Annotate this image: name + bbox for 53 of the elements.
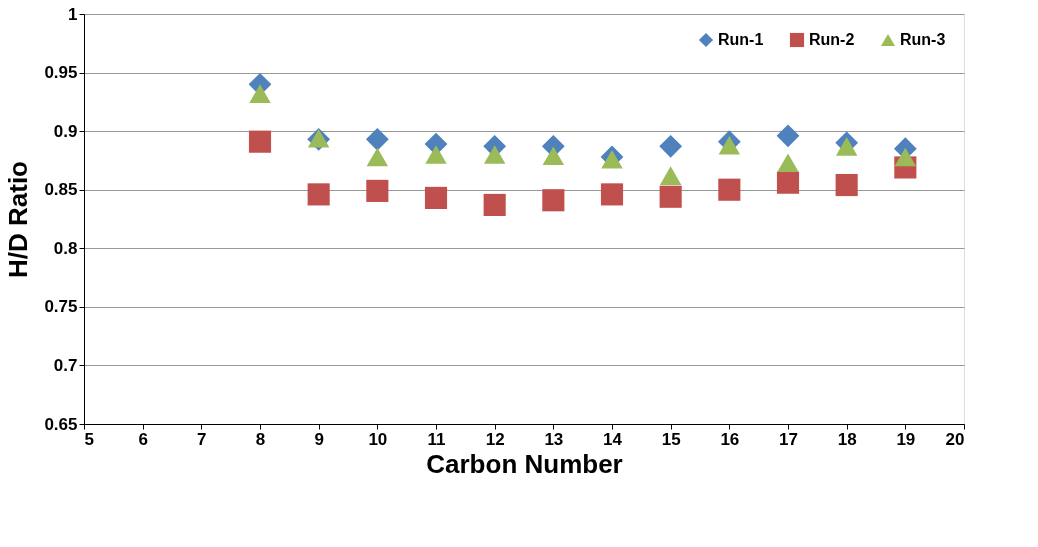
y-tick-label: 0.95: [44, 63, 78, 83]
x-tick-label: 7: [197, 429, 207, 449]
point: [776, 171, 800, 194]
y-tick-label: 0.8: [53, 238, 78, 258]
point: [249, 84, 271, 103]
point: [835, 137, 858, 156]
x-tick-label: 13: [544, 429, 564, 449]
legend-label: Run-2: [809, 31, 855, 48]
x-tick-label: 20: [945, 429, 965, 449]
y-tick-label: 0.65: [44, 414, 78, 434]
x-tick-label: 8: [255, 429, 266, 449]
x-tick-label: 10: [368, 429, 388, 449]
point: [483, 193, 506, 217]
point: [718, 178, 741, 201]
x-tick-label: 17: [779, 429, 798, 449]
y-tick-label: 0.75: [44, 297, 78, 317]
x-tick-label: 11: [427, 429, 446, 449]
point: [307, 183, 330, 206]
point: [424, 186, 448, 209]
x-axis-title: Carbon Number: [426, 448, 623, 479]
y-axis-title: H/D Ratio: [3, 161, 34, 278]
x-tick-label: 6: [138, 429, 148, 449]
legend-label: Run-3: [900, 31, 946, 48]
point: [659, 185, 682, 208]
point: [659, 134, 683, 158]
x-tick-label: 15: [661, 429, 681, 449]
x-tick-label: 19: [896, 429, 916, 449]
point: [835, 173, 858, 197]
legend-label: Run-1: [718, 31, 764, 48]
x-tick-label: 18: [837, 429, 857, 449]
y-tick-label: 0.9: [53, 121, 78, 141]
point: [483, 145, 506, 164]
point: [777, 153, 799, 173]
y-tick-label: 0.7: [53, 355, 78, 375]
point: [659, 166, 682, 185]
point: [365, 127, 389, 151]
point: [542, 189, 565, 212]
point: [366, 147, 389, 167]
point: [600, 183, 624, 206]
point: [425, 145, 447, 164]
point: [718, 135, 741, 155]
point: [542, 146, 565, 166]
x-tick-label: 9: [314, 429, 324, 449]
x-tick-label: 5: [84, 429, 94, 449]
point: [248, 130, 272, 153]
point: [776, 124, 800, 148]
x-tick-label: 14: [603, 429, 623, 449]
point: [366, 179, 389, 202]
y-tick-label: 0.85: [44, 180, 78, 200]
x-tick-label: 12: [485, 429, 505, 449]
point: [894, 147, 917, 167]
x-tick-label: 16: [720, 429, 740, 449]
y-tick-label: 1: [68, 4, 78, 24]
